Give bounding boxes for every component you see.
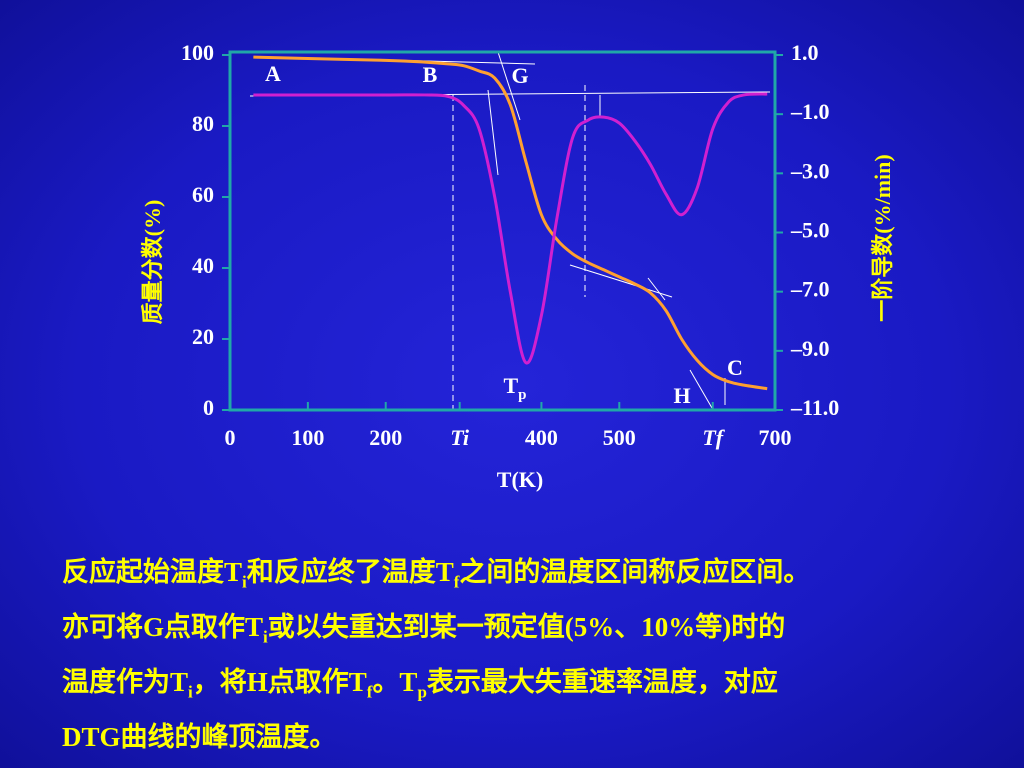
- y-tick-label: 0: [203, 395, 214, 420]
- paragraph-line: 温度作为Ti，将H点取作Tf。Tp表示最大失重速率温度，对应: [62, 655, 1012, 710]
- subscript: f: [366, 682, 373, 702]
- x-tick-label: 200: [369, 425, 402, 450]
- y-tick-label: 20: [192, 324, 214, 349]
- subscript: p: [417, 682, 427, 702]
- text-run: 亦可将G点取作T: [62, 612, 264, 642]
- annotation: A: [265, 61, 281, 86]
- x-tick-label: 100: [291, 425, 324, 450]
- text-run: 和反应终了温度T: [246, 557, 454, 587]
- text-run: 或以失重达到某一预定值(5%、10%等)时的: [267, 612, 786, 642]
- y2-axis-title: 一阶导数(%/min): [870, 154, 895, 321]
- annotation-text: A: [265, 61, 281, 86]
- y2-tick-label: –9.0: [790, 336, 830, 361]
- annotation: G: [511, 63, 528, 88]
- paragraph-line: DTG曲线的峰顶温度。: [62, 710, 1012, 765]
- text-run: 之间的温度区间称反应区间。: [459, 557, 811, 587]
- annotation-text: C: [727, 355, 743, 380]
- x-axis-title: T(K): [497, 467, 543, 492]
- annotation: H: [673, 383, 690, 408]
- subscript: i: [188, 682, 193, 702]
- y2-tick-label: –5.0: [790, 218, 830, 243]
- y-tick-label: 80: [192, 111, 214, 136]
- text-run: 表示最大失重速率温度，对应: [426, 667, 778, 697]
- text-run: 。T: [372, 667, 418, 697]
- paragraph-line: 亦可将G点取作Ti或以失重达到某一预定值(5%、10%等)时的: [62, 600, 1012, 655]
- y-tick-label: 100: [181, 40, 214, 65]
- subscript: i: [242, 572, 247, 592]
- y-tick-label: 60: [192, 182, 214, 207]
- y2-tick-label: –3.0: [790, 158, 830, 183]
- series-line: [253, 55, 768, 391]
- chart: T(K) 质量分数(%) 一阶导数(%/min) 0 100 200 Ti 400 500…: [140, 40, 896, 492]
- y2-tick-label: –7.0: [790, 277, 830, 302]
- y-tick-label: 40: [192, 253, 214, 278]
- subscript: f: [453, 572, 460, 592]
- annotation: B: [423, 62, 438, 87]
- paragraph-line: 反应起始温度Ti和反应终了温度Tf之间的温度区间称反应区间。: [62, 545, 1012, 600]
- text-run: 温度作为T: [62, 667, 189, 697]
- x-tick-label: 0: [225, 425, 236, 450]
- x-tick-label: 500: [603, 425, 636, 450]
- x-tick-label: 400: [525, 425, 558, 450]
- paragraph: 反应起始温度Ti和反应终了温度Tf之间的温度区间称反应区间。 亦可将G点取作Ti或…: [62, 545, 1012, 765]
- annotation: C: [727, 355, 743, 380]
- x-tick-label: Ti: [450, 425, 470, 450]
- text-run: ，将H点取作T: [192, 667, 367, 697]
- y2-tick-label: 1.0: [791, 40, 819, 65]
- plot-frame: [228, 50, 777, 412]
- x-tick-label: Tf: [702, 425, 725, 450]
- y-axis-title: 质量分数(%): [140, 200, 165, 325]
- subscript: i: [263, 627, 268, 647]
- annotation-text: G: [511, 63, 528, 88]
- annotation: Tp: [503, 373, 526, 403]
- y2-tick-label: –1.0: [790, 99, 830, 124]
- text-run: 反应起始温度T: [62, 557, 243, 587]
- annotation-text: T: [503, 373, 518, 398]
- series-line: [253, 92, 768, 365]
- annotation-sub: p: [518, 387, 526, 403]
- annotation-text: B: [423, 62, 438, 87]
- y2-tick-label: –11.0: [790, 395, 839, 420]
- text-run: DTG曲线的峰顶温度。: [62, 722, 337, 752]
- x-tick-label: 700: [759, 425, 792, 450]
- annotation-text: H: [673, 383, 690, 408]
